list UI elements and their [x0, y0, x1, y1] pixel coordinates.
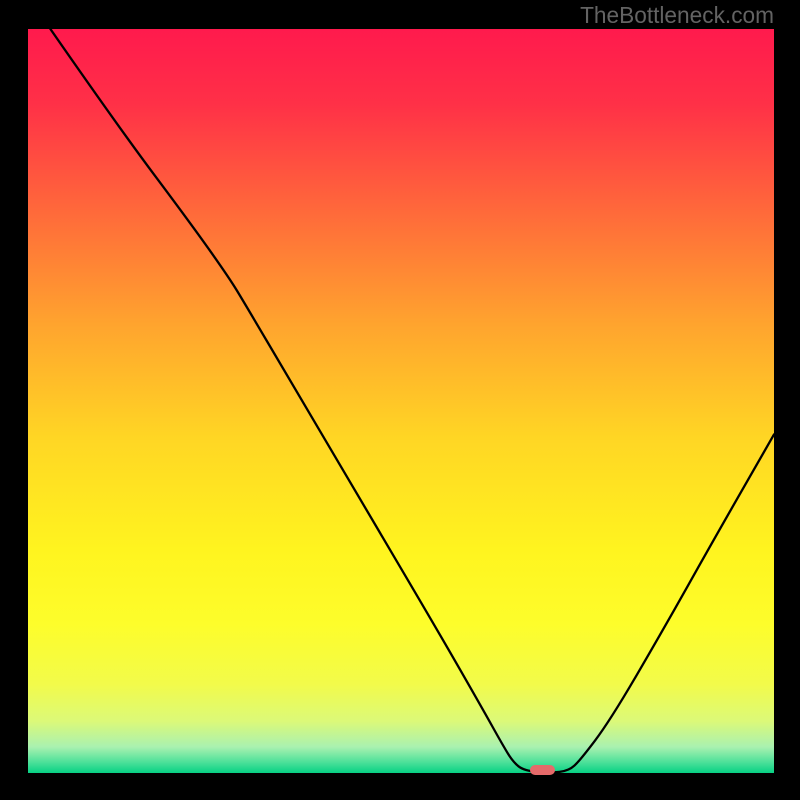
plot-area — [28, 29, 774, 773]
watermark-text: TheBottleneck.com — [580, 2, 774, 29]
optimum-marker — [530, 765, 555, 775]
gradient-background — [28, 29, 774, 773]
outer-frame: TheBottleneck.com — [0, 0, 800, 800]
